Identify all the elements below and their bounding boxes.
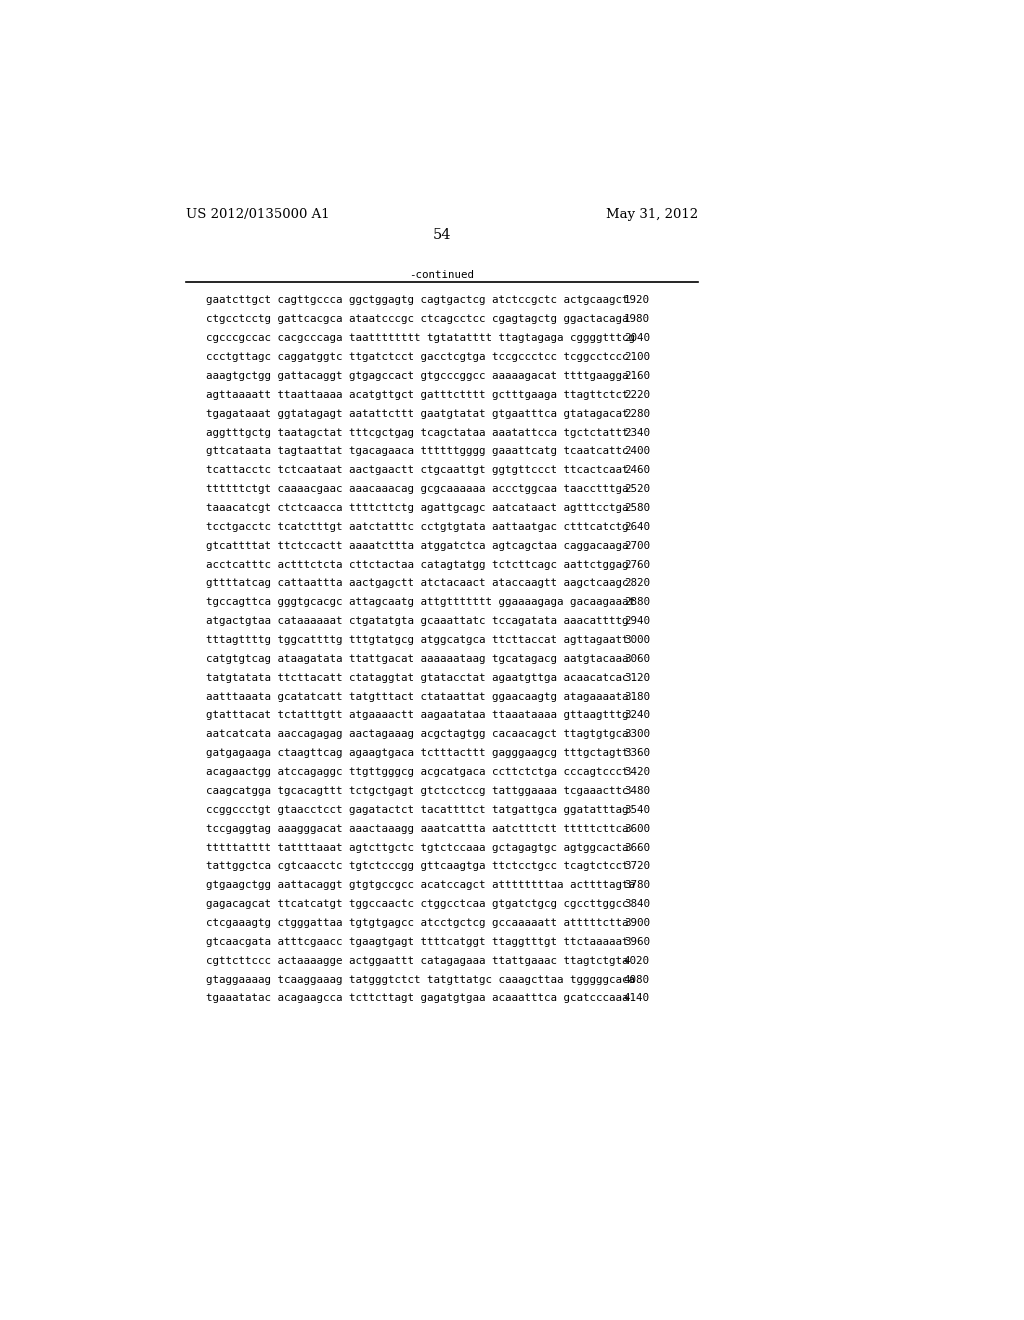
Text: 2220: 2220 (624, 389, 650, 400)
Text: gtcattttat ttctccactt aaaatcttta atggatctca agtcagctaa caggacaaga: gtcattttat ttctccactt aaaatcttta atggatc… (206, 541, 628, 550)
Text: gaatcttgct cagttgccca ggctggagtg cagtgactcg atctccgctc actgcaagct: gaatcttgct cagttgccca ggctggagtg cagtgac… (206, 296, 628, 305)
Text: 4020: 4020 (624, 956, 650, 966)
Text: tgccagttca gggtgcacgc attagcaatg attgttttttt ggaaaagaga gacaagaaat: tgccagttca gggtgcacgc attagcaatg attgttt… (206, 598, 635, 607)
Text: 3300: 3300 (624, 730, 650, 739)
Text: aatttaaata gcatatcatt tatgtttact ctataattat ggaacaagtg atagaaaata: aatttaaata gcatatcatt tatgtttact ctataat… (206, 692, 628, 702)
Text: aggtttgctg taatagctat tttcgctgag tcagctataa aaatattcca tgctctattt: aggtttgctg taatagctat tttcgctgag tcagcta… (206, 428, 628, 437)
Text: tgaaatatac acagaagcca tcttcttagt gagatgtgaa acaaatttca gcatcccaaa: tgaaatatac acagaagcca tcttcttagt gagatgt… (206, 994, 628, 1003)
Text: 3900: 3900 (624, 917, 650, 928)
Text: catgtgtcag ataagatata ttattgacat aaaaaataag tgcatagacg aatgtacaaa: catgtgtcag ataagatata ttattgacat aaaaaat… (206, 653, 628, 664)
Text: tcattacctc tctcaataat aactgaactt ctgcaattgt ggtgttccct ttcactcaat: tcattacctc tctcaataat aactgaactt ctgcaat… (206, 465, 628, 475)
Text: US 2012/0135000 A1: US 2012/0135000 A1 (186, 209, 330, 222)
Text: 3720: 3720 (624, 862, 650, 871)
Text: cgcccgccac cacgcccaga taatttttttt tgtatatttt ttagtagaga cggggtttcg: cgcccgccac cacgcccaga taatttttttt tgtata… (206, 333, 635, 343)
Text: 3180: 3180 (624, 692, 650, 702)
Text: gttcataata tagtaattat tgacagaaca ttttttgggg gaaattcatg tcaatcattc: gttcataata tagtaattat tgacagaaca ttttttg… (206, 446, 628, 457)
Text: 3420: 3420 (624, 767, 650, 777)
Text: 2940: 2940 (624, 616, 650, 626)
Text: 3060: 3060 (624, 653, 650, 664)
Text: 2460: 2460 (624, 465, 650, 475)
Text: ccggccctgt gtaacctcct gagatactct tacattttct tatgattgca ggatatttag: ccggccctgt gtaacctcct gagatactct tacattt… (206, 805, 628, 814)
Text: tgagataaat ggtatagagt aatattcttt gaatgtatat gtgaatttca gtatagacat: tgagataaat ggtatagagt aatattcttt gaatgta… (206, 409, 628, 418)
Text: 3000: 3000 (624, 635, 650, 645)
Text: gttttatcag cattaattta aactgagctt atctacaact ataccaagtt aagctcaagc: gttttatcag cattaattta aactgagctt atctaca… (206, 578, 628, 589)
Text: 2340: 2340 (624, 428, 650, 437)
Text: 2520: 2520 (624, 484, 650, 494)
Text: 1980: 1980 (624, 314, 650, 325)
Text: 4080: 4080 (624, 974, 650, 985)
Text: tatgtatata ttcttacatt ctataggtat gtatacctat agaatgttga acaacatcac: tatgtatata ttcttacatt ctataggtat gtatacc… (206, 673, 628, 682)
Text: 3840: 3840 (624, 899, 650, 909)
Text: caagcatgga tgcacagttt tctgctgagt gtctcctccg tattggaaaa tcgaaacttc: caagcatgga tgcacagttt tctgctgagt gtctcct… (206, 785, 628, 796)
Text: 2040: 2040 (624, 333, 650, 343)
Text: gatgagaaga ctaagttcag agaagtgaca tctttacttt gagggaagcg tttgctagtt: gatgagaaga ctaagttcag agaagtgaca tctttac… (206, 748, 628, 758)
Text: tattggctca cgtcaacctc tgtctcccgg gttcaagtga ttctcctgcc tcagtctcct: tattggctca cgtcaacctc tgtctcccgg gttcaag… (206, 862, 628, 871)
Text: gtatttacat tctatttgtt atgaaaactt aagaatataa ttaaataaaa gttaagtttg: gtatttacat tctatttgtt atgaaaactt aagaata… (206, 710, 628, 721)
Text: 2280: 2280 (624, 409, 650, 418)
Text: -continued: -continued (410, 271, 474, 280)
Text: ctgcctcctg gattcacgca ataatcccgc ctcagcctcc cgagtagctg ggactacaga: ctgcctcctg gattcacgca ataatcccgc ctcagcc… (206, 314, 628, 325)
Text: 3660: 3660 (624, 842, 650, 853)
Text: cgttcttccc actaaaagge actggaattt catagagaaa ttattgaaac ttagtctgta: cgttcttccc actaaaagge actggaattt catagag… (206, 956, 628, 966)
Text: tccgaggtag aaagggacat aaactaaagg aaatcattta aatctttctt tttttcttca: tccgaggtag aaagggacat aaactaaagg aaatcat… (206, 824, 628, 834)
Text: ttttttctgt caaaacgaac aaacaaacag gcgcaaaaaa accctggcaa taacctttga: ttttttctgt caaaacgaac aaacaaacag gcgcaaa… (206, 484, 628, 494)
Text: May 31, 2012: May 31, 2012 (605, 209, 697, 222)
Text: 2820: 2820 (624, 578, 650, 589)
Text: tttagttttg tggcattttg tttgtatgcg atggcatgca ttcttaccat agttagaatt: tttagttttg tggcattttg tttgtatgcg atggcat… (206, 635, 628, 645)
Text: 2160: 2160 (624, 371, 650, 381)
Text: 3240: 3240 (624, 710, 650, 721)
Text: taaacatcgt ctctcaacca ttttcttctg agattgcagc aatcataact agtttcctga: taaacatcgt ctctcaacca ttttcttctg agattgc… (206, 503, 628, 513)
Text: atgactgtaa cataaaaaat ctgatatgta gcaaattatc tccagatata aaacattttg: atgactgtaa cataaaaaat ctgatatgta gcaaatt… (206, 616, 628, 626)
Text: 2880: 2880 (624, 598, 650, 607)
Text: 3480: 3480 (624, 785, 650, 796)
Text: gtgaagctgg aattacaggt gtgtgccgcc acatccagct attttttttaa acttttagta: gtgaagctgg aattacaggt gtgtgccgcc acatcca… (206, 880, 635, 890)
Text: 3960: 3960 (624, 937, 650, 946)
Text: 2400: 2400 (624, 446, 650, 457)
Text: aatcatcata aaccagagag aactagaaag acgctagtgg cacaacagct ttagtgtgca: aatcatcata aaccagagag aactagaaag acgctag… (206, 730, 628, 739)
Text: 2700: 2700 (624, 541, 650, 550)
Text: 4140: 4140 (624, 994, 650, 1003)
Text: gtcaacgata atttcgaacc tgaagtgagt ttttcatggt ttaggtttgt ttctaaaaat: gtcaacgata atttcgaacc tgaagtgagt ttttcat… (206, 937, 628, 946)
Text: 1920: 1920 (624, 296, 650, 305)
Text: 3120: 3120 (624, 673, 650, 682)
Text: ccctgttagc caggatggtc ttgatctcct gacctcgtga tccgccctcc tcggcctccc: ccctgttagc caggatggtc ttgatctcct gacctcg… (206, 352, 628, 362)
Text: 3360: 3360 (624, 748, 650, 758)
Text: aaagtgctgg gattacaggt gtgagccact gtgcccggcc aaaaagacat ttttgaagga: aaagtgctgg gattacaggt gtgagccact gtgcccg… (206, 371, 628, 381)
Text: ctcgaaagtg ctgggattaa tgtgtgagcc atcctgctcg gccaaaaatt atttttctta: ctcgaaagtg ctgggattaa tgtgtgagcc atcctgc… (206, 917, 628, 928)
Text: acagaactgg atccagaggc ttgttgggcg acgcatgaca ccttctctga cccagtccct: acagaactgg atccagaggc ttgttgggcg acgcatg… (206, 767, 628, 777)
Text: 3780: 3780 (624, 880, 650, 890)
Text: tttttatttt tattttaaat agtcttgctc tgtctccaaa gctagagtgc agtggcacta: tttttatttt tattttaaat agtcttgctc tgtctcc… (206, 842, 628, 853)
Text: gagacagcat ttcatcatgt tggccaactc ctggcctcaa gtgatctgcg cgccttggcc: gagacagcat ttcatcatgt tggccaactc ctggcct… (206, 899, 628, 909)
Text: 2640: 2640 (624, 521, 650, 532)
Text: acctcatttc actttctcta cttctactaa catagtatgg tctcttcagc aattctggag: acctcatttc actttctcta cttctactaa catagta… (206, 560, 628, 569)
Text: 54: 54 (432, 227, 452, 242)
Text: 3600: 3600 (624, 824, 650, 834)
Text: 2100: 2100 (624, 352, 650, 362)
Text: tcctgacctc tcatctttgt aatctatttc cctgtgtata aattaatgac ctttcatctg: tcctgacctc tcatctttgt aatctatttc cctgtgt… (206, 521, 628, 532)
Text: agttaaaatt ttaattaaaa acatgttgct gatttctttt gctttgaaga ttagttctct: agttaaaatt ttaattaaaa acatgttgct gatttct… (206, 389, 628, 400)
Text: 3540: 3540 (624, 805, 650, 814)
Text: 2580: 2580 (624, 503, 650, 513)
Text: 2760: 2760 (624, 560, 650, 569)
Text: gtaggaaaag tcaaggaaag tatgggtctct tatgttatgc caaagcttaa tgggggcaca: gtaggaaaag tcaaggaaag tatgggtctct tatgtt… (206, 974, 635, 985)
